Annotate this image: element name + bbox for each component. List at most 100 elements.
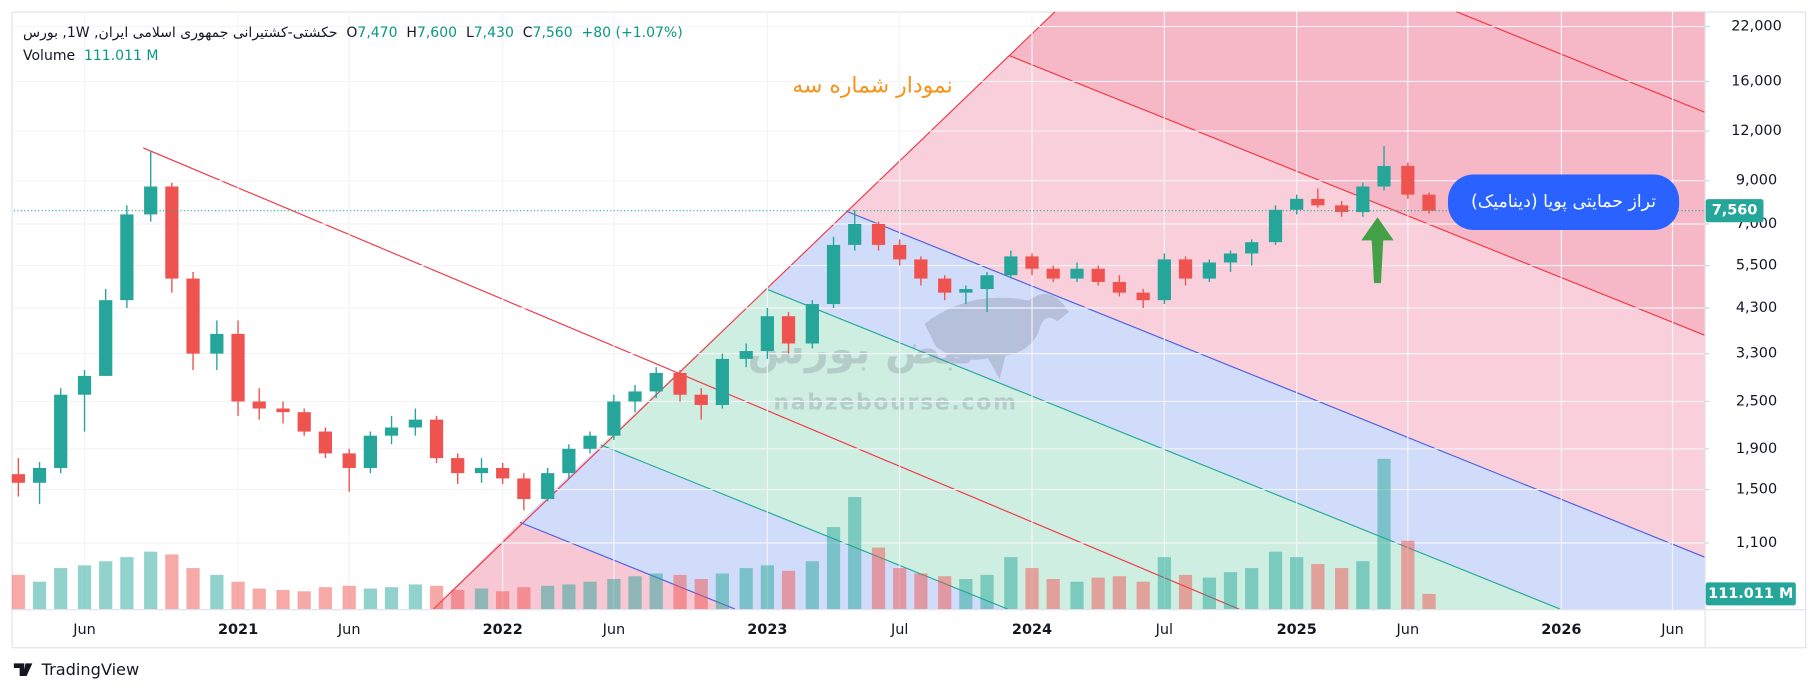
candle-body [694,394,708,405]
volume-bar [496,591,510,610]
x-tick-label: 2026 [1541,622,1581,638]
candle-body [1422,194,1436,211]
candle-body [607,401,621,436]
y-tick-label: 22,000 [1731,19,1782,35]
volume-bar [628,576,642,610]
candle-body [980,275,994,290]
candle-body [1245,242,1259,254]
candle-body [1157,259,1171,301]
candle-body [1046,268,1060,279]
y-tick-label: 1,500 [1736,482,1777,498]
volume-bar [451,589,465,610]
volume-bar [826,527,841,610]
y-tick-label: 4,300 [1736,300,1777,316]
volume-bar [1091,577,1105,610]
volume-bar [1178,574,1193,610]
volume-bar [893,568,907,610]
x-tick-label: 2023 [747,622,787,638]
x-tick-label: Jun [1396,622,1420,638]
candle-body [384,427,399,436]
ohlc-value: 7,600 [416,25,458,41]
candle-body [914,259,928,279]
candle-body [628,391,642,402]
volume-bar [1290,557,1304,610]
volume-bar [1245,568,1259,610]
volume-bar [32,581,47,610]
volume-bar [673,574,687,610]
candle-body [297,412,311,432]
y-tick-label: 16,000 [1731,73,1782,89]
volume-bar [805,561,819,610]
volume-bar [1025,568,1039,610]
candle-body [805,304,819,344]
candle-body [649,372,663,392]
x-tick-label: 2021 [218,622,258,638]
candle-body [11,474,25,483]
fork-line [432,11,1056,610]
x-tick-label: Jun [602,622,626,638]
candle-body [1091,268,1105,282]
candle-body [252,401,266,409]
candle-body [276,408,290,413]
candle-body [474,467,489,474]
brand-icon [13,663,33,677]
candle-body [1202,262,1216,279]
volume-bar [649,573,663,610]
volume-bar [517,587,531,610]
watermark-site: nabzebourse.com [774,390,1018,415]
legend-row: حکشتی-کشتیرانی جمهوری اسلامی ایران, 1W, … [23,22,683,45]
candle-body [1004,256,1018,276]
ohlc-key: H [406,25,417,41]
volume-badge-label: 111.011 M [1708,586,1793,602]
candle-body [1377,165,1391,187]
candle-body [959,289,973,293]
volume-bar [871,547,886,610]
volume-bar [607,578,621,610]
volume-bar [318,587,332,610]
x-tick-label: Jun [1660,622,1684,638]
candle-body [1223,253,1238,263]
y-tick-label: 1,900 [1736,441,1777,457]
candle-body [1112,281,1126,293]
candle-body [408,419,422,428]
candle-body [451,458,465,474]
volume-bar [760,565,774,610]
volume-bar [429,585,444,610]
ohlc-value: 7,560 [532,25,573,41]
watermark-logo: نبض بورس [748,324,975,374]
volume-bar [1223,572,1238,610]
volume-bar [231,581,245,610]
brand-text: TradingView [41,660,140,679]
volume-bar [408,584,422,610]
volume-bar [1311,563,1325,610]
ohlc-key: L [465,25,474,41]
volume-pane [11,458,1436,610]
y-tick-label: 9,000 [1736,173,1777,189]
volume-bar [1268,551,1283,610]
volume-bar [1136,581,1150,610]
candle-body [429,419,444,459]
symbol: حکشتی-کشتیرانی جمهوری اسلامی ایران, 1W, … [23,25,338,41]
volume-bar [252,588,266,610]
volume-key: Volume [23,48,76,64]
x-tick-label: 2022 [483,622,523,638]
candle-body [760,316,774,352]
change: +80 (+1.07%) [581,25,683,41]
candle-body [1136,292,1150,301]
candle-body [231,333,245,402]
volume-bar [739,568,753,610]
candle-body [583,435,597,449]
volume-bar [848,497,862,610]
callout-box [1447,174,1680,230]
candle-body [1025,256,1039,269]
candle-body [77,375,92,395]
grid [13,11,1705,610]
volume-bar [77,565,92,610]
volume-bar [1157,557,1171,610]
volume-bar [363,588,377,610]
candle-body [562,448,576,474]
ohlc-value: 7,470 [357,25,398,41]
volume-bar [276,589,290,610]
